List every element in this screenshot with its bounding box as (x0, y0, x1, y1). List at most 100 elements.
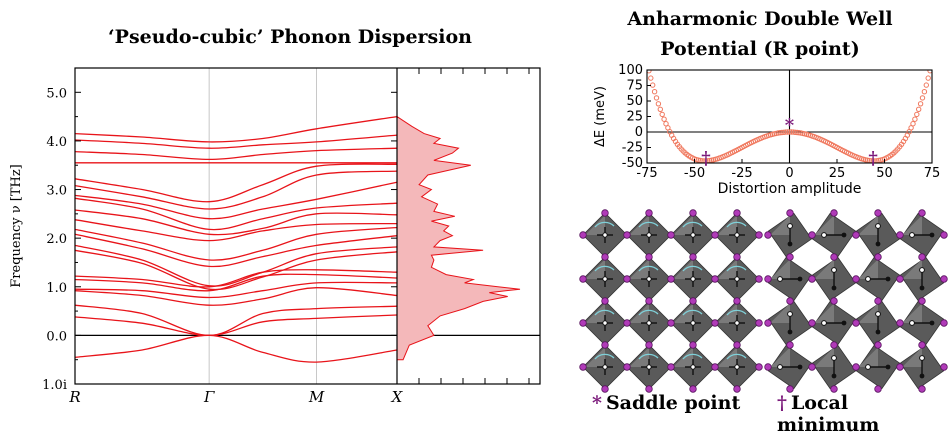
atom-center (831, 373, 837, 379)
oxygen-atom (733, 385, 741, 393)
double-well-point (914, 111, 920, 118)
atom-center (821, 232, 827, 238)
double-well-point (653, 95, 660, 101)
oxygen-atom (808, 275, 816, 283)
atom-center (734, 232, 740, 238)
oxygen-atom (623, 231, 631, 239)
oxygen-atom (645, 341, 653, 349)
figure-canvas: 1.0i 0.0 1.0 2.0 3.0 4.0 5.0 R Γ M X Frequency ν [T… (9, 63, 948, 406)
octahedron-face (717, 215, 737, 235)
octahedron-face (770, 303, 790, 323)
atom-center (690, 232, 696, 238)
octahedron-face (629, 347, 649, 367)
oxygen-atom (711, 363, 719, 371)
octahedron-face (814, 347, 834, 367)
double-well-point (648, 75, 654, 81)
rotation-arrow (594, 309, 615, 316)
oxygen-atom (711, 231, 719, 239)
oxygen-atom (852, 231, 860, 239)
atom-center (885, 276, 891, 282)
atom-center (875, 329, 881, 335)
octahedron-face (770, 347, 790, 367)
phonon-band-17 (74, 281, 398, 299)
oxygen-atom (808, 231, 816, 239)
octahedron-face (673, 303, 693, 323)
oxygen-atom (896, 363, 904, 371)
phonon-band-8 (74, 197, 398, 231)
atom-center (787, 241, 793, 247)
rotation-arrow (594, 353, 615, 360)
oxygen-atom (579, 319, 587, 327)
octahedron-face (717, 303, 737, 323)
double-well-point (925, 75, 931, 81)
oxygen-atom (623, 275, 631, 283)
oxygen-atom (689, 385, 697, 393)
atom-center (602, 364, 608, 370)
dw-x-tick-label: 25 (829, 166, 846, 181)
phonon-plot-area (75, 68, 540, 384)
atom-center (875, 223, 881, 229)
oxygen-atom (579, 363, 587, 371)
oxygen-atom (733, 253, 741, 261)
local-minimum-caption: † Local minimum (777, 392, 950, 436)
double-well-point (647, 70, 652, 74)
octahedron-face (585, 259, 605, 279)
double-well-point (783, 129, 789, 135)
oxygen-atom (918, 297, 926, 305)
oxygen-atom (733, 341, 741, 349)
atom-center (929, 232, 935, 238)
octahedron-face (902, 303, 922, 323)
dw-y-tick-label: -25 (622, 141, 643, 156)
double-well-title-line2: Potential (R point) (660, 38, 860, 60)
atom-center (797, 364, 803, 370)
double-well-point (868, 158, 874, 163)
atom-center (831, 355, 837, 361)
rotation-arrow (726, 353, 747, 360)
octahedron-face (858, 303, 878, 323)
oxygen-atom (808, 319, 816, 327)
octahedron-face (585, 347, 605, 367)
rotation-arrow (726, 265, 747, 272)
atom-center (646, 320, 652, 326)
double-well-point (919, 95, 926, 101)
oxygen-atom (896, 231, 904, 239)
octahedron-face (902, 215, 922, 235)
atom-center (646, 276, 652, 282)
y-tick-label: 3.0 (46, 184, 67, 199)
oxygen-atom (852, 363, 860, 371)
atom-center (777, 276, 783, 282)
oxygen-atom (645, 385, 653, 393)
octahedron-face (858, 347, 878, 367)
octahedron-face (629, 259, 649, 279)
rotation-arrow (682, 353, 703, 360)
oxygen-atom (830, 385, 838, 393)
atom-center (909, 232, 915, 238)
octahedron-face (585, 215, 605, 235)
atom-center (875, 311, 881, 317)
atom-center (919, 267, 925, 273)
dw-x-tick-label: 50 (876, 166, 893, 181)
atom-center (690, 276, 696, 282)
local-minimum-label: Local minimum (777, 392, 880, 436)
octahedron-face (814, 303, 834, 323)
k-point-label: X (391, 388, 404, 406)
atom-center (821, 320, 827, 326)
phonon-band-19 (74, 304, 398, 337)
oxygen-atom (896, 275, 904, 283)
dw-y-axis-label: ΔE (meV) (593, 86, 608, 147)
octahedron-face (629, 215, 649, 235)
phonon-band-16 (74, 273, 398, 292)
atom-center (734, 364, 740, 370)
rotation-arrow (682, 221, 703, 228)
octahedron-face (858, 259, 878, 279)
double-well-marker: † (701, 148, 710, 169)
double-well-point (777, 130, 783, 136)
atom-center (919, 373, 925, 379)
oxygen-atom (940, 319, 948, 327)
oxygen-atom (689, 209, 697, 217)
dw-y-tick-label: 25 (626, 110, 643, 125)
double-well-point (912, 116, 918, 122)
oxygen-atom (786, 209, 794, 217)
saddle-point-caption: * Saddle point (592, 392, 740, 414)
oxygen-atom (852, 275, 860, 283)
